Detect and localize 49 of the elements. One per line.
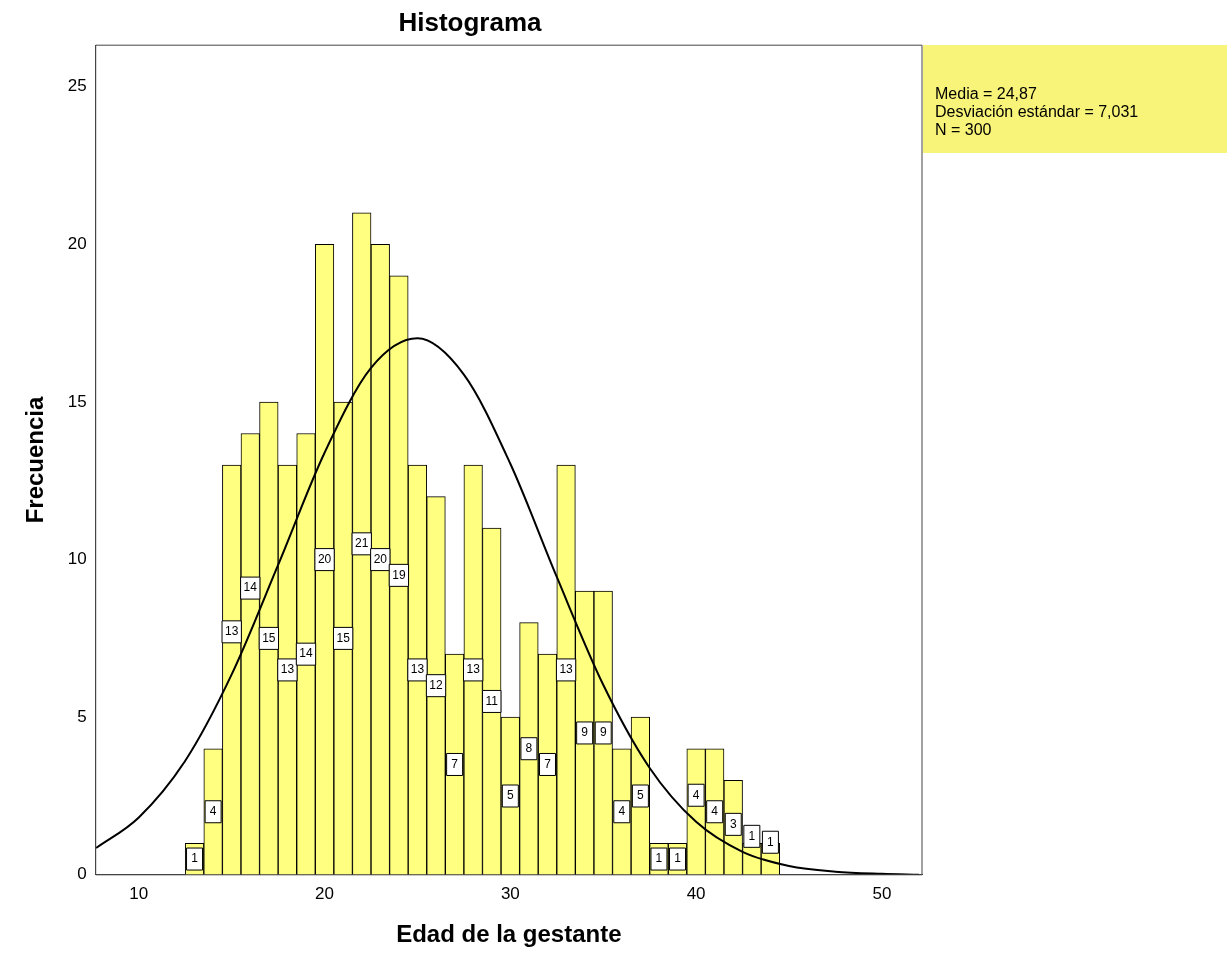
data-label: 7 bbox=[544, 756, 552, 771]
x-tick-label: 10 bbox=[129, 883, 149, 903]
chart-title: Histograma bbox=[398, 6, 543, 37]
data-label: 14 bbox=[299, 646, 313, 661]
data-label: 21 bbox=[355, 536, 369, 551]
data-label: 1 bbox=[674, 851, 682, 866]
data-label: 15 bbox=[336, 630, 351, 645]
data-label: 11 bbox=[485, 693, 499, 708]
data-label: 7 bbox=[451, 756, 459, 771]
data-label: 14 bbox=[243, 580, 258, 595]
data-label: 12 bbox=[429, 677, 444, 692]
data-label: 4 bbox=[692, 787, 700, 802]
data-label: 3 bbox=[729, 816, 737, 831]
data-label: 20 bbox=[317, 551, 332, 566]
data-label: 1 bbox=[191, 851, 199, 866]
data-label: 13 bbox=[410, 662, 425, 677]
data-label: 13 bbox=[225, 624, 239, 639]
data-label: 5 bbox=[507, 788, 514, 803]
data-label: 19 bbox=[392, 567, 406, 582]
x-tick-label: 40 bbox=[686, 883, 706, 903]
data-label: 15 bbox=[262, 630, 276, 645]
text: N = 300 bbox=[935, 121, 993, 140]
data-label: 9 bbox=[599, 725, 607, 740]
x-tick-label: 20 bbox=[315, 883, 335, 903]
data-label: 9 bbox=[581, 725, 589, 740]
data-label: 8 bbox=[525, 741, 533, 756]
y-tick-label: 10 bbox=[67, 549, 87, 569]
data-label: 4 bbox=[618, 804, 626, 819]
text: Media = 24,87 bbox=[935, 85, 1038, 104]
data-label: 1 bbox=[748, 828, 756, 843]
data-label: 20 bbox=[373, 551, 388, 566]
y-tick-label: 0 bbox=[77, 864, 87, 884]
y-axis-title: Frecuencia bbox=[21, 395, 49, 524]
data-label: 5 bbox=[637, 788, 645, 803]
data-label: 13 bbox=[559, 662, 574, 677]
data-label: 13 bbox=[280, 662, 295, 677]
data-label: 1 bbox=[767, 834, 775, 849]
x-axis-title: Edad de la gestante bbox=[396, 920, 622, 948]
data-label: 4 bbox=[711, 804, 719, 819]
y-tick-label: 20 bbox=[67, 234, 87, 254]
y-tick-label: 5 bbox=[77, 706, 87, 726]
data-label: 13 bbox=[466, 662, 481, 677]
x-tick-label: 30 bbox=[500, 883, 520, 903]
text: Desviación estándar = 7,031 bbox=[935, 103, 1140, 122]
y-tick-label: 25 bbox=[67, 76, 87, 96]
y-tick-label: 15 bbox=[67, 391, 87, 411]
data-label: 4 bbox=[209, 804, 217, 819]
x-tick-label: 50 bbox=[872, 883, 892, 903]
data-label: 1 bbox=[655, 851, 663, 866]
